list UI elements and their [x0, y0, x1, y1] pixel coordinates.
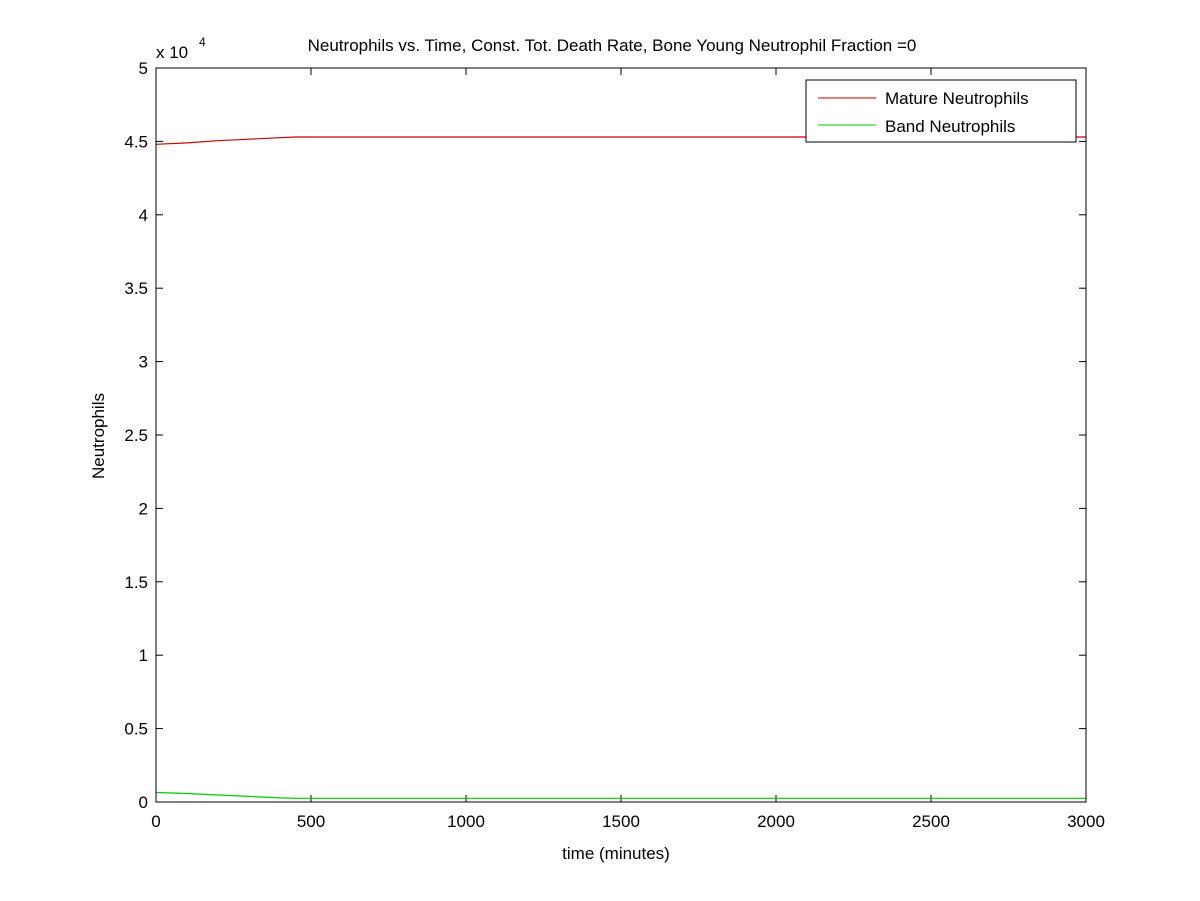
- x-tick-label: 0: [151, 812, 160, 831]
- x-axis-label: time (minutes): [562, 844, 670, 863]
- y-tick-label: 1.5: [124, 573, 148, 592]
- series-layer: [155, 136, 1086, 799]
- legend-label-mature: Mature Neutrophils: [885, 89, 1029, 108]
- y-axis-label: Neutrophils: [89, 393, 108, 479]
- plot-area: [156, 68, 1086, 802]
- legend: Mature Neutrophils Band Neutrophils: [805, 79, 1077, 143]
- y-tick-label: 4.5: [124, 132, 148, 151]
- y-exponent-power: 4: [199, 35, 206, 49]
- x-tick-label: 1500: [602, 812, 640, 831]
- series-line-band-neutrophils: [155, 791, 1086, 799]
- legend-label-band: Band Neutrophils: [885, 117, 1015, 136]
- plot-frame: [155, 67, 1087, 803]
- y-tick-label: 0: [139, 793, 148, 812]
- y-tick-label: 4: [139, 206, 148, 225]
- y-tick-label: 5: [139, 59, 148, 78]
- series-line-mature-neutrophils: [155, 136, 1086, 145]
- chart-title: Neutrophils vs. Time, Const. Tot. Death …: [308, 36, 917, 55]
- x-tick-label: 2500: [912, 812, 950, 831]
- y-tick-label: 2: [139, 499, 148, 518]
- x-tick-label: 500: [297, 812, 325, 831]
- y-exponent-base: x 10: [156, 43, 188, 62]
- y-tick-label: 0.5: [124, 720, 148, 739]
- y-tick-label: 3.5: [124, 279, 148, 298]
- y-tick-label: 1: [139, 646, 148, 665]
- tick-group: 0 500 1000 1500 2000 2500 3000 0 0.5 1 1.5 2 2.5 3 3.5…: [124, 59, 1105, 831]
- x-tick-label: 3000: [1067, 812, 1105, 831]
- y-tick-label: 3: [139, 353, 148, 372]
- x-tick-label: 2000: [757, 812, 795, 831]
- y-tick-label: 2.5: [124, 426, 148, 445]
- x-tick-label: 1000: [447, 812, 485, 831]
- legend-box: [805, 79, 1077, 143]
